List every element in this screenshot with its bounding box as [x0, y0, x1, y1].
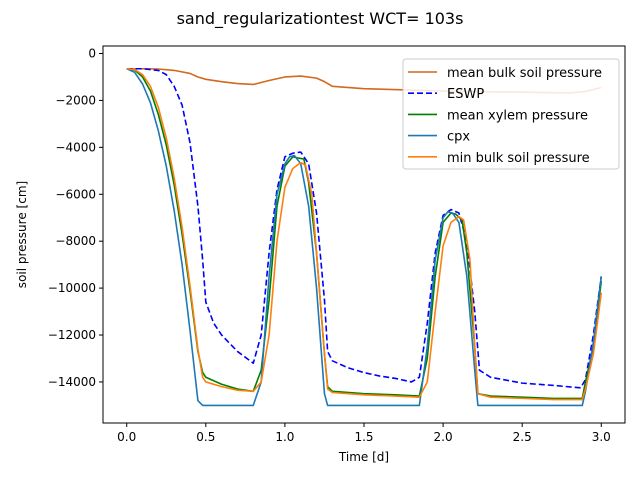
y-tick-label: −6000	[55, 187, 96, 201]
x-tick-label: 2.5	[513, 430, 532, 444]
y-tick-label: −12000	[48, 328, 96, 342]
y-tick-label: −4000	[55, 140, 96, 154]
x-axis-label: Time [d]	[338, 450, 389, 464]
y-axis-label: soil pressure [cm]	[15, 181, 29, 288]
legend-entry: cpx	[447, 130, 470, 145]
legend-entry: mean xylem pressure	[447, 108, 588, 123]
y-tick-label: 0	[88, 47, 96, 61]
legend: mean bulk soil pressure ESWP mean xylem pr…	[402, 58, 620, 170]
x-tick-label: 0.0	[117, 430, 136, 444]
x-tick-label: 0.5	[196, 430, 215, 444]
y-tick-label: −8000	[55, 234, 96, 248]
legend-entry: ESWP	[447, 87, 484, 102]
series-line-3	[126, 68, 603, 407]
legend-entry: min bulk soil pressure	[447, 151, 590, 166]
legend-entry: mean bulk soil pressure	[447, 66, 602, 81]
x-axis: 0.0 0.5 1.0 1.5 2.0 2.5 3.0	[117, 423, 611, 444]
x-tick-label: 2.0	[434, 430, 453, 444]
x-tick-label: 1.0	[275, 430, 294, 444]
series-line-4	[126, 67, 603, 401]
x-tick-label: 1.5	[354, 430, 373, 444]
chart-title: sand_regularizationtest WCT= 103s	[177, 9, 464, 29]
y-axis: 0 −2000 −4000 −6000 −8000 −10000 −12000 −14000	[48, 47, 103, 389]
x-tick-label: 3.0	[592, 430, 611, 444]
y-tick-label: −10000	[48, 281, 96, 295]
series-line-1	[126, 67, 603, 389]
legend-box	[402, 58, 620, 170]
y-tick-label: −2000	[55, 93, 96, 107]
y-tick-label: −14000	[48, 375, 96, 389]
